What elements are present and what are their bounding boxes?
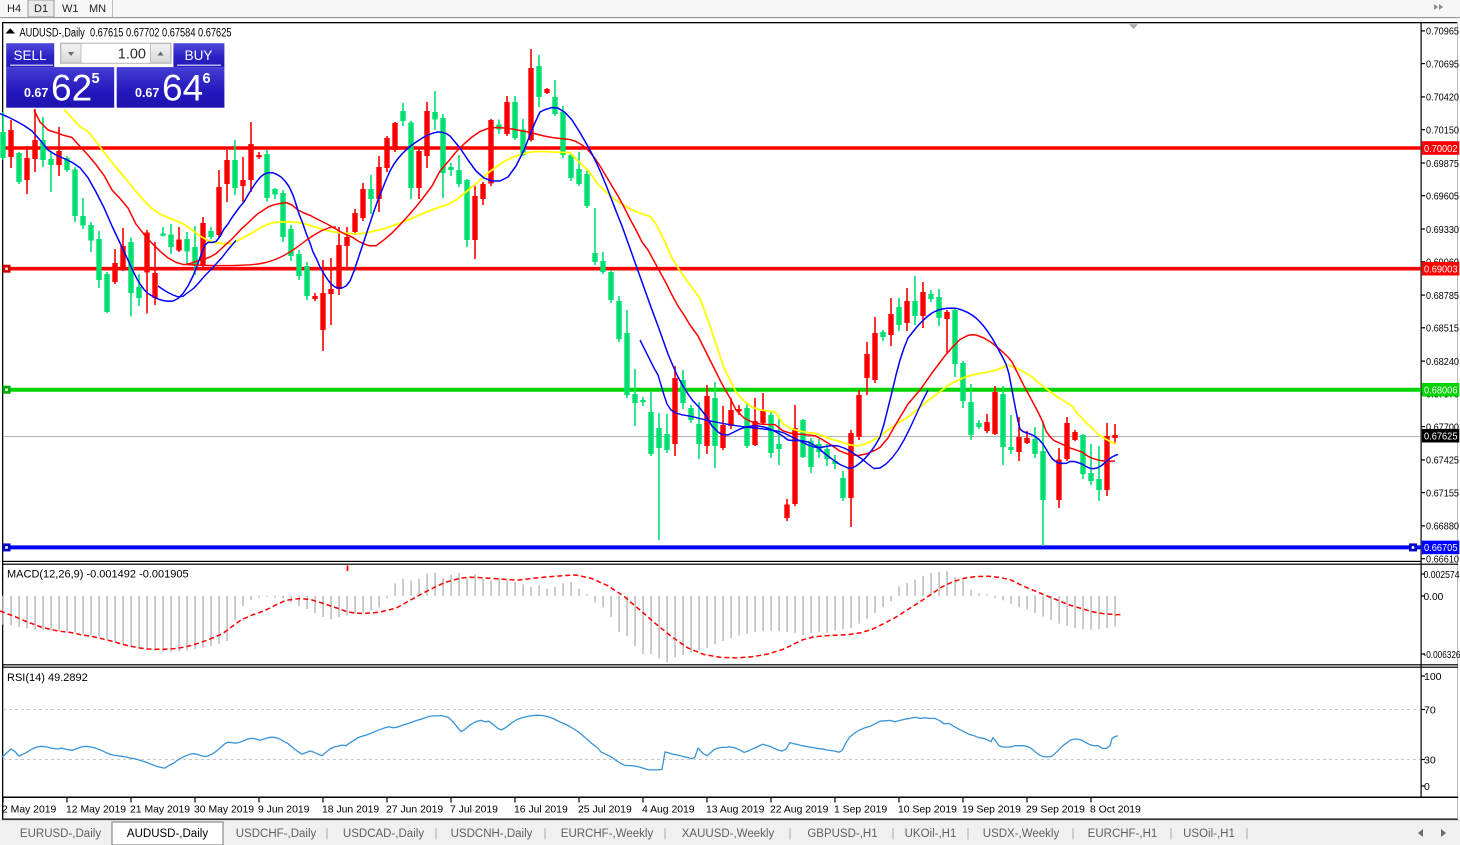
svg-text:0.70695: 0.70695 xyxy=(1426,58,1459,70)
svg-text:0.67425: 0.67425 xyxy=(1426,455,1459,467)
svg-text:-0.006326: -0.006326 xyxy=(1424,650,1460,661)
svg-text:UKOil-,H1: UKOil-,H1 xyxy=(905,828,957,840)
svg-text:0.002574: 0.002574 xyxy=(1424,570,1460,581)
svg-text:13 Aug 2019: 13 Aug 2019 xyxy=(706,805,765,816)
svg-text:USDCHF-,Daily: USDCHF-,Daily xyxy=(236,828,317,840)
svg-text:MN: MN xyxy=(89,3,106,15)
svg-text:19 Sep 2019: 19 Sep 2019 xyxy=(962,805,1021,816)
svg-text:0.69330: 0.69330 xyxy=(1426,224,1459,236)
svg-text:0.70002: 0.70002 xyxy=(1424,143,1458,155)
svg-text:5: 5 xyxy=(92,71,100,87)
svg-text:0.70420: 0.70420 xyxy=(1426,92,1459,104)
svg-text:27 Jun 2019: 27 Jun 2019 xyxy=(386,805,443,816)
svg-text:25 Jul 2019: 25 Jul 2019 xyxy=(578,805,632,816)
svg-text:0.69605: 0.69605 xyxy=(1426,191,1459,203)
svg-text:|: | xyxy=(664,828,667,840)
svg-text:1.00: 1.00 xyxy=(118,47,146,63)
svg-text:29 Sep 2019: 29 Sep 2019 xyxy=(1026,805,1085,816)
svg-text:4 Aug 2019: 4 Aug 2019 xyxy=(642,805,695,816)
svg-text:|: | xyxy=(1246,828,1249,840)
svg-text:MACD(12,26,9) -0.001492 -0.001: MACD(12,26,9) -0.001492 -0.001905 xyxy=(7,569,189,581)
svg-text:XAUUSD-,Weekly: XAUUSD-,Weekly xyxy=(682,828,775,840)
svg-text:0.68240: 0.68240 xyxy=(1426,356,1459,368)
svg-text:USDX-,Weekly: USDX-,Weekly xyxy=(983,828,1060,840)
svg-text:6: 6 xyxy=(203,71,211,87)
svg-text:|: | xyxy=(544,828,547,840)
svg-text:USDCNH-,Daily: USDCNH-,Daily xyxy=(451,828,533,840)
svg-text:16 Jul 2019: 16 Jul 2019 xyxy=(514,805,568,816)
svg-text:22 Aug 2019: 22 Aug 2019 xyxy=(770,805,829,816)
svg-text:EURCHF-,H1: EURCHF-,H1 xyxy=(1088,828,1158,840)
svg-text:USDCAD-,Daily: USDCAD-,Daily xyxy=(343,828,424,840)
svg-text:AUDUSD-,Daily 0.67615 0.67702: AUDUSD-,Daily 0.67615 0.67702 0.67584 0.… xyxy=(20,28,232,40)
svg-text:0.70965: 0.70965 xyxy=(1426,26,1459,38)
svg-text:|: | xyxy=(789,828,792,840)
svg-text:7 Jul 2019: 7 Jul 2019 xyxy=(450,805,498,816)
svg-text:AUDUSD-,Daily: AUDUSD-,Daily xyxy=(127,828,208,840)
svg-text:0.69875: 0.69875 xyxy=(1426,158,1459,170)
svg-text:10 Sep 2019: 10 Sep 2019 xyxy=(898,805,957,816)
svg-text:|: | xyxy=(1170,828,1173,840)
svg-text:8 Oct 2019: 8 Oct 2019 xyxy=(1090,805,1141,816)
svg-text:0.00: 0.00 xyxy=(1424,592,1444,603)
svg-text:0.69003: 0.69003 xyxy=(1424,264,1458,276)
svg-text:USOil-,H1: USOil-,H1 xyxy=(1183,828,1235,840)
svg-text:0.67: 0.67 xyxy=(24,86,48,100)
svg-text:|: | xyxy=(892,828,895,840)
svg-text:1 Sep 2019: 1 Sep 2019 xyxy=(834,805,887,816)
svg-text:|: | xyxy=(326,828,329,840)
svg-text:RSI(14) 49.2892: RSI(14) 49.2892 xyxy=(7,672,88,684)
svg-text:EURUSD-,Daily: EURUSD-,Daily xyxy=(20,828,101,840)
svg-text:|: | xyxy=(967,828,970,840)
svg-text:0.68006: 0.68006 xyxy=(1424,385,1458,397)
svg-text:30: 30 xyxy=(1424,754,1436,766)
svg-text:30 May 2019: 30 May 2019 xyxy=(194,805,254,816)
svg-text:18 Jun 2019: 18 Jun 2019 xyxy=(322,805,379,816)
svg-text:EURCHF-,Weekly: EURCHF-,Weekly xyxy=(561,828,654,840)
svg-text:70: 70 xyxy=(1424,704,1436,716)
svg-text:0.68785: 0.68785 xyxy=(1426,290,1459,302)
svg-text:W1: W1 xyxy=(62,3,79,15)
svg-text:2 May 2019: 2 May 2019 xyxy=(2,805,57,816)
svg-text:0.66705: 0.66705 xyxy=(1424,542,1458,554)
svg-text:0: 0 xyxy=(1424,781,1430,793)
svg-text:D1: D1 xyxy=(34,3,48,15)
svg-text:BUY: BUY xyxy=(185,48,213,63)
svg-text:0.66610: 0.66610 xyxy=(1426,554,1459,566)
svg-text:GBPUSD-,H1: GBPUSD-,H1 xyxy=(807,828,877,840)
svg-text:|: | xyxy=(435,828,438,840)
svg-text:0.67155: 0.67155 xyxy=(1426,487,1459,499)
svg-text:0.67625: 0.67625 xyxy=(1424,431,1458,443)
svg-text:SELL: SELL xyxy=(13,48,47,63)
svg-text:|: | xyxy=(1072,828,1075,840)
svg-text:12 May 2019: 12 May 2019 xyxy=(66,805,126,816)
svg-text:9 Jun 2019: 9 Jun 2019 xyxy=(258,805,310,816)
svg-text:62: 62 xyxy=(51,68,92,109)
svg-text:64: 64 xyxy=(162,68,203,109)
svg-text:0.66880: 0.66880 xyxy=(1426,521,1459,533)
svg-text:21 May 2019: 21 May 2019 xyxy=(130,805,190,816)
svg-text:0.70150: 0.70150 xyxy=(1426,125,1459,137)
svg-text:100: 100 xyxy=(1424,671,1442,683)
svg-text:H4: H4 xyxy=(7,3,21,15)
svg-text:0.68515: 0.68515 xyxy=(1426,323,1459,335)
svg-text:0.67: 0.67 xyxy=(135,86,159,100)
